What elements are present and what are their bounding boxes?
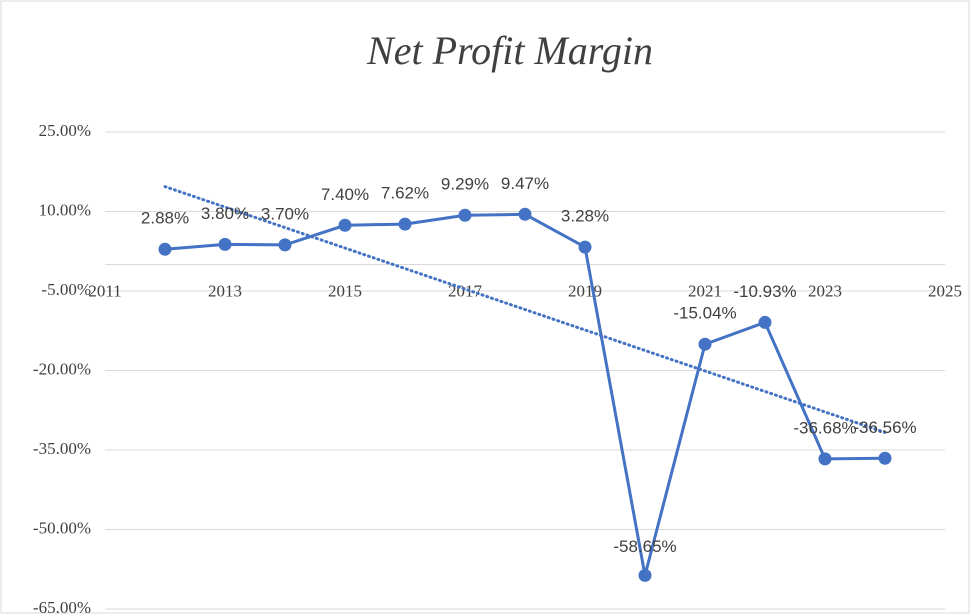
x-tick-label: 2023 xyxy=(808,281,842,300)
data-point xyxy=(218,237,232,251)
data-label: 3.80% xyxy=(201,204,249,223)
x-tick-label: 2017 xyxy=(448,281,483,300)
y-tick-label: -50.00% xyxy=(33,518,91,537)
data-label: -15.04% xyxy=(673,304,736,323)
y-tick-label: 10.00% xyxy=(39,200,91,219)
x-tick-label: 2013 xyxy=(208,281,242,300)
data-label: -36.68% xyxy=(793,418,856,437)
data-label: 9.29% xyxy=(441,175,489,194)
y-tick-label: -5.00% xyxy=(41,280,91,299)
data-label: -10.93% xyxy=(733,282,796,301)
data-point xyxy=(578,240,592,254)
chart-title: Net Profit Margin xyxy=(366,28,653,73)
x-tick-label: 2021 xyxy=(688,281,722,300)
data-point xyxy=(458,208,472,222)
data-label: 3.28% xyxy=(561,207,609,226)
data-point xyxy=(818,452,832,466)
data-point xyxy=(158,242,172,256)
y-tick-label: -65.00% xyxy=(33,598,91,615)
data-point xyxy=(698,337,712,351)
y-tick-label: -20.00% xyxy=(33,359,91,378)
trendline xyxy=(163,185,887,434)
x-tick-label: 2025 xyxy=(928,281,962,300)
data-label: -36.56% xyxy=(853,418,916,437)
x-tick-label: 2015 xyxy=(328,281,362,300)
data-point xyxy=(758,315,772,329)
data-point xyxy=(638,568,652,582)
data-label: 7.40% xyxy=(321,185,369,204)
data-label: -58.65% xyxy=(613,537,676,556)
data-point xyxy=(338,218,352,232)
x-tick-label: 2011 xyxy=(88,281,121,300)
data-point xyxy=(278,238,292,252)
data-label: 7.62% xyxy=(381,184,429,203)
data-point xyxy=(518,207,532,221)
data-point xyxy=(398,217,412,231)
data-label: 3.70% xyxy=(261,204,309,223)
y-tick-label: -35.00% xyxy=(33,439,91,458)
data-point xyxy=(878,451,892,465)
data-label: 9.47% xyxy=(501,174,549,193)
data-label: 2.88% xyxy=(141,209,189,228)
y-tick-label: 25.00% xyxy=(39,121,91,140)
x-tick-label: 2019 xyxy=(568,281,602,300)
